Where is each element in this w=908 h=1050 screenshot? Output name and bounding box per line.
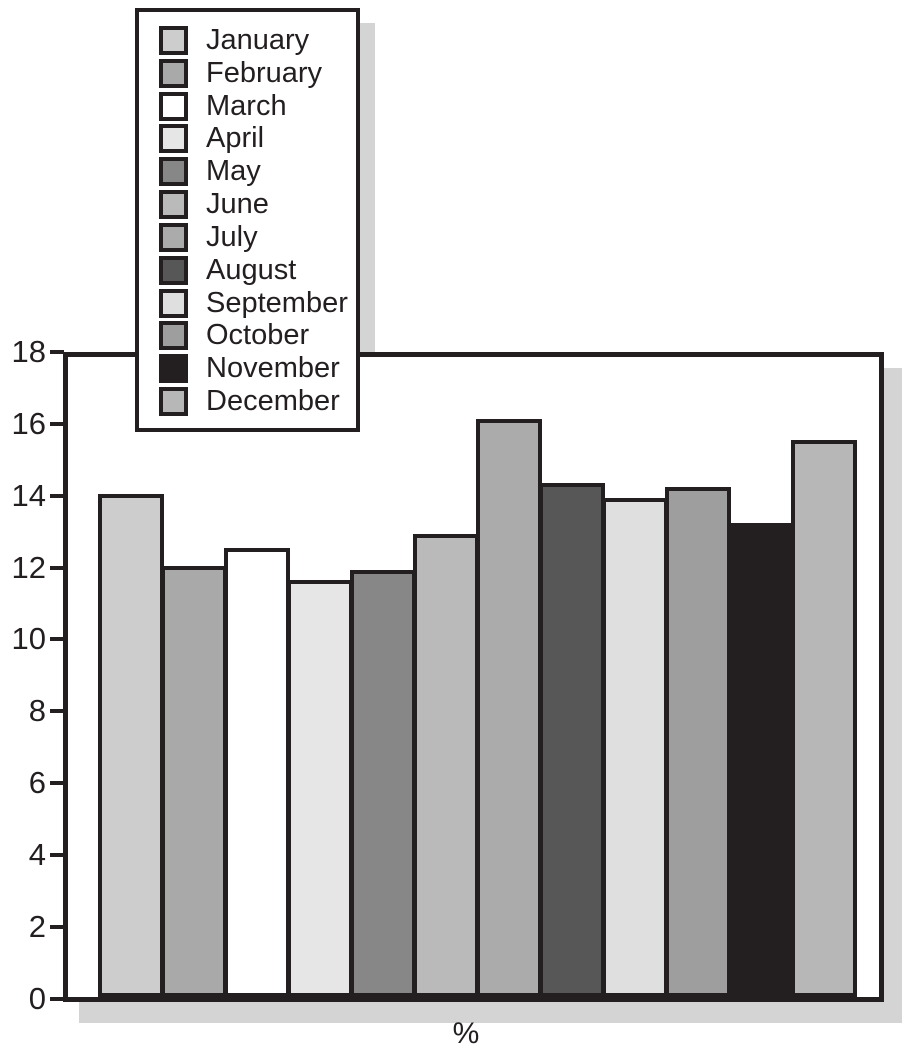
- legend-label: January: [206, 24, 310, 56]
- y-axis-tick: [50, 565, 64, 570]
- y-axis-tick: [50, 637, 64, 642]
- legend-item-september: September: [159, 286, 356, 319]
- y-axis-tick-label: 12: [11, 549, 46, 585]
- bar-february: [161, 566, 227, 997]
- legend-swatch-july: [159, 222, 188, 252]
- y-axis-tick: [50, 421, 64, 426]
- legend-label: March: [206, 89, 287, 122]
- legend-item-april: April: [159, 122, 356, 155]
- plot-area: [63, 352, 884, 1002]
- y-axis-tick-label: 16: [11, 405, 46, 441]
- legend-swatch-october: [159, 321, 188, 351]
- legend-item-october: October: [159, 319, 356, 352]
- y-axis-tick-label: 18: [11, 334, 46, 369]
- bar-april: [287, 580, 353, 997]
- legend-label: April: [206, 122, 265, 155]
- legend-item-february: February: [159, 56, 356, 89]
- y-axis-tick-label: 0: [28, 980, 46, 1016]
- legend-label: May: [206, 155, 261, 188]
- legend-swatch-december: [159, 386, 188, 416]
- y-axis-tick: [50, 924, 64, 929]
- y-axis-tick: [50, 493, 64, 498]
- y-axis-tick-label: 4: [28, 836, 46, 872]
- bar-november: [728, 523, 794, 997]
- bar-july: [476, 419, 542, 997]
- legend-label: July: [206, 220, 258, 253]
- y-axis-tick: [50, 709, 64, 714]
- bar-october: [665, 487, 731, 997]
- legend-item-may: May: [159, 155, 356, 188]
- legend-label: November: [206, 352, 340, 385]
- y-axis-tick: [50, 781, 64, 786]
- y-axis-tick: [50, 996, 64, 1001]
- legend-swatch-march: [159, 91, 188, 121]
- legend-item-january: January: [159, 26, 356, 55]
- bar-august: [539, 483, 605, 997]
- legend-label: October: [206, 319, 310, 352]
- bar-march: [224, 548, 290, 997]
- bars-group: [98, 419, 857, 997]
- legend-item-august: August: [159, 253, 356, 286]
- y-axis-tick-label: 8: [28, 693, 46, 729]
- y-axis-tick-label: 10: [11, 621, 46, 657]
- y-axis-tick-label: 6: [28, 765, 46, 801]
- legend: January February March April May June July Augu…: [135, 8, 360, 432]
- legend-label: February: [206, 56, 323, 89]
- x-axis-label: %: [452, 1017, 480, 1050]
- bar-january: [98, 494, 164, 997]
- legend-swatch-may: [159, 157, 188, 187]
- legend-swatch-june: [159, 190, 188, 220]
- legend-item-november: November: [159, 352, 356, 385]
- legend-swatch-february: [159, 58, 188, 88]
- legend-swatch-january: [159, 26, 188, 55]
- y-axis-tick: [50, 852, 64, 857]
- bar-may: [350, 570, 416, 997]
- legend-swatch-april: [159, 124, 188, 154]
- bar-september: [602, 498, 668, 997]
- y-axis-tick: [50, 350, 64, 354]
- legend-item-march: March: [159, 89, 356, 122]
- legend-label: September: [206, 286, 348, 319]
- y-axis-tick-label: 2: [28, 908, 46, 944]
- legend-label: December: [206, 384, 340, 417]
- legend-label: June: [206, 188, 269, 221]
- legend-item-december: December: [159, 384, 356, 417]
- legend-label: August: [206, 253, 297, 286]
- legend-swatch-september: [159, 288, 188, 318]
- legend-item-june: June: [159, 188, 356, 221]
- y-axis-tick-label: 14: [11, 477, 46, 513]
- legend-item-july: July: [159, 220, 356, 253]
- bar-december: [791, 440, 857, 997]
- bar-june: [413, 534, 479, 997]
- legend-swatch-november: [159, 354, 188, 384]
- legend-swatch-august: [159, 255, 188, 285]
